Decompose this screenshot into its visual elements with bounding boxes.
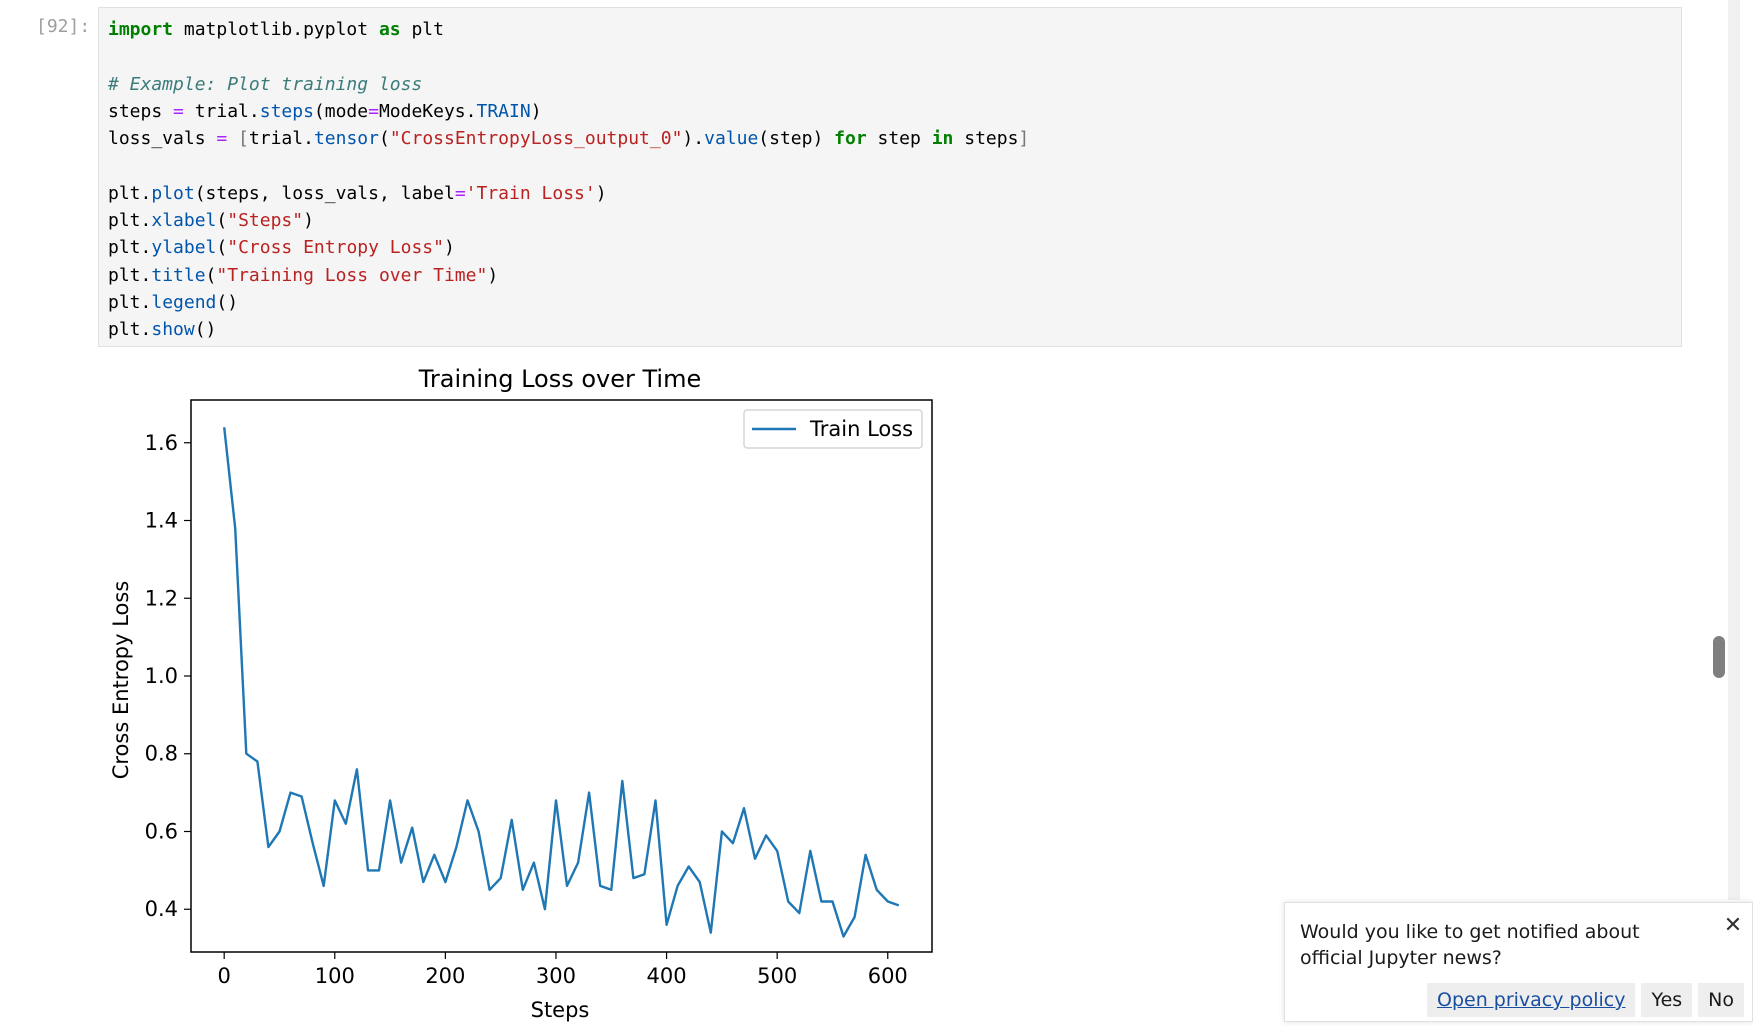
code-token: = [173, 100, 184, 122]
code-string: "CrossEntropyLoss_output_0" [389, 128, 683, 150]
code-token: loss_vals [108, 128, 217, 150]
code-token: trial. [248, 128, 314, 150]
code-token: ). [682, 128, 705, 150]
code-token: (steps, loss_vals, label [194, 182, 455, 204]
code-token: ) [443, 237, 455, 259]
code-token: = [454, 182, 466, 204]
series-line-train-loss [223, 427, 900, 938]
code-token: (mode [313, 100, 369, 122]
code-token: plot [151, 182, 195, 204]
no-button[interactable]: No [1698, 983, 1744, 1017]
code-token: step [866, 128, 932, 150]
code-token: () [194, 319, 217, 341]
code-token: () [216, 291, 239, 313]
x-tick-label: 300 [536, 964, 576, 988]
chart-title: Training Loss over Time [418, 365, 701, 393]
code-token: tensor [313, 128, 379, 150]
legend-box [743, 409, 923, 449]
code-token: plt. [108, 291, 152, 313]
scrollbar-thumb[interactable] [1713, 636, 1725, 678]
code-token: steps [108, 100, 174, 122]
y-tick-label: 0.8 [145, 742, 178, 766]
code-token: ylabel [151, 237, 217, 259]
code-token: ( [216, 210, 228, 232]
loss-chart: Training Loss over Time 0 100 200 300 400 500… [109, 365, 933, 1022]
code-cell-input[interactable]: import matplotlib.pyplot as plt # Exampl… [98, 7, 1682, 347]
code-editor[interactable]: import matplotlib.pyplot as plt # Exampl… [99, 8, 1681, 344]
code-token: for [834, 128, 867, 150]
y-tick-label: 0.4 [145, 897, 178, 921]
code-string: "Steps" [227, 210, 304, 232]
code-string: 'Train Loss' [465, 182, 596, 204]
code-token: [ [227, 128, 249, 150]
code-token: legend [151, 291, 217, 313]
cell-output-chart: Training Loss over Time 0 100 200 300 400 500… [98, 355, 948, 1026]
code-token: ( [205, 264, 217, 286]
code-token: value [704, 128, 759, 150]
code-token: ] [1018, 128, 1030, 150]
legend-label: Train Loss [809, 417, 913, 441]
yes-button[interactable]: Yes [1641, 983, 1693, 1017]
code-comment: # Example: Plot training loss [108, 73, 423, 95]
code-token: trial. [183, 100, 260, 122]
code-token: ) [487, 264, 499, 286]
code-token: ( [216, 237, 228, 259]
x-tick-label: 100 [315, 964, 355, 988]
code-token: plt. [108, 182, 152, 204]
toast-message: Would you like to get notified about off… [1300, 921, 1640, 969]
code-token: in [931, 128, 954, 150]
x-tick-label: 200 [425, 964, 465, 988]
code-token: plt. [108, 319, 152, 341]
code-token: as [378, 19, 401, 40]
toast-actions: Open privacy policy Yes No [1426, 983, 1744, 1017]
code-token: import [108, 19, 174, 40]
code-token: plt. [108, 237, 152, 259]
x-tick-label: 500 [757, 964, 797, 988]
code-token: xlabel [151, 210, 217, 232]
x-axis-label: Steps [531, 998, 590, 1022]
x-tick-label: 400 [647, 964, 687, 988]
plot-area: 0 100 200 300 400 500 600 0.4 0.6 0.8 1.0 1.2 1.4 1.6… [145, 399, 933, 988]
code-token: ) [595, 182, 607, 204]
code-string: "Training Loss over Time" [216, 264, 488, 286]
y-tick-label: 1.6 [145, 431, 178, 455]
code-token: ModeKeys. [378, 100, 477, 122]
code-token: plt. [108, 210, 152, 232]
close-icon[interactable]: ✕ [1723, 913, 1743, 938]
code-token: title [151, 264, 206, 286]
code-token: TRAIN [476, 100, 531, 122]
code-token: = [216, 128, 228, 150]
y-tick-label: 0.6 [145, 819, 178, 843]
code-token: steps [953, 128, 1019, 150]
privacy-policy-button[interactable]: Open privacy policy [1426, 983, 1636, 1017]
code-token: = [368, 100, 379, 122]
code-token: ( [378, 128, 390, 150]
scrollbar-track[interactable] [1728, 0, 1740, 900]
code-token: show [151, 319, 195, 341]
code-token: ) [303, 210, 314, 232]
x-tick-label: 600 [868, 964, 908, 988]
notification-toast: Would you like to get notified about off… [1284, 902, 1753, 1022]
x-tick-label: 0 [217, 964, 230, 988]
axes-frame [190, 399, 933, 953]
y-tick-label: 1.0 [145, 664, 178, 688]
code-token: steps [259, 100, 314, 122]
y-tick-label: 1.4 [145, 509, 178, 533]
y-tick-label: 1.2 [145, 586, 178, 610]
y-axis-label: Cross Entropy Loss [109, 581, 133, 780]
code-token: (step) [758, 128, 835, 150]
code-token: matplotlib.pyplot [173, 19, 379, 40]
cell-prompt: [92]: [36, 16, 91, 37]
code-token: plt. [108, 264, 152, 286]
code-token: plt [400, 19, 444, 40]
code-string: "Cross Entropy Loss" [227, 237, 444, 259]
code-token: ) [530, 100, 542, 122]
